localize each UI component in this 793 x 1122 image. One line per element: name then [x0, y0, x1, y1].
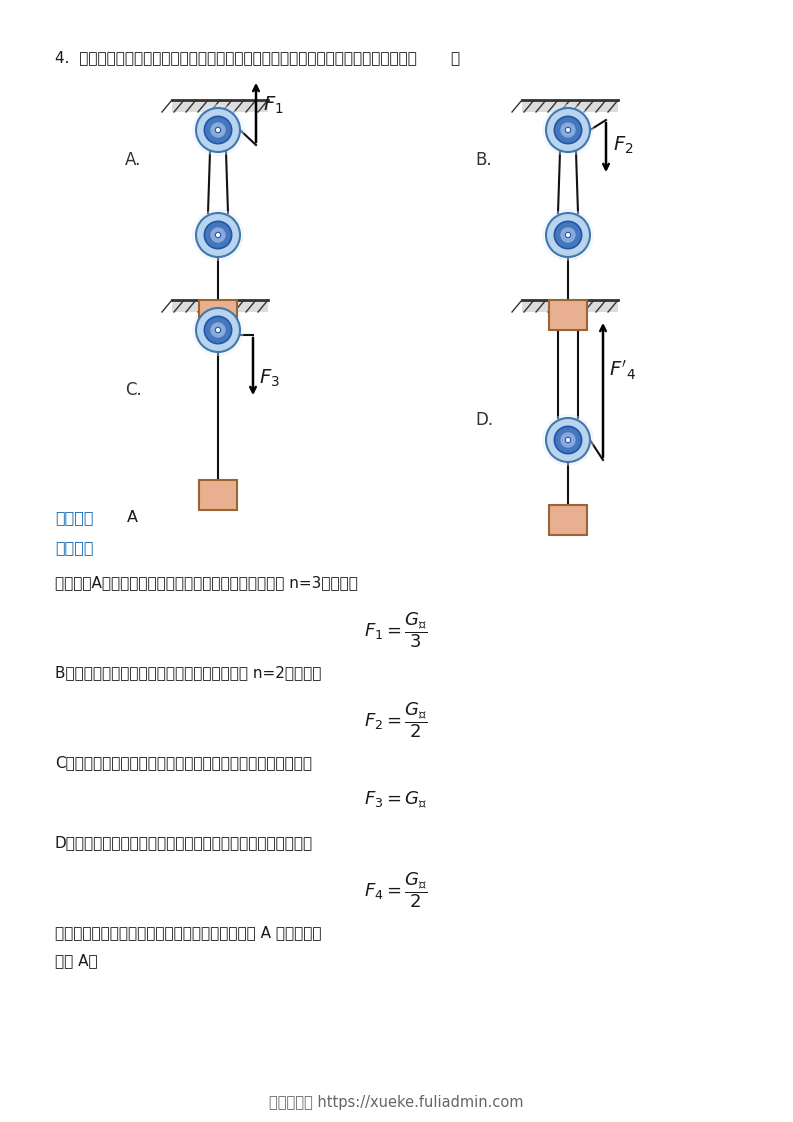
Bar: [199, 480, 237, 511]
Circle shape: [565, 438, 571, 443]
Circle shape: [192, 304, 244, 356]
Circle shape: [205, 117, 232, 144]
Text: D．动滑轮相当于省力杠杆，不计滑轮重、绳重和摩擦，则拉力: D．动滑轮相当于省力杠杆，不计滑轮重、绳重和摩擦，则拉力: [55, 835, 313, 850]
Text: $F_2$: $F_2$: [613, 135, 634, 156]
Circle shape: [210, 228, 226, 242]
Text: 综上，四种装置匀速提升同一重物，则最省力的是 A 中的装置。: 综上，四种装置匀速提升同一重物，则最省力的是 A 中的装置。: [55, 925, 321, 940]
Circle shape: [546, 108, 590, 151]
Circle shape: [205, 221, 232, 249]
Text: 4.  分别使用图中四种装置匀速提升同一重物，不计滑轮重、绳重和摩擦，最省力的是（       ）: 4. 分别使用图中四种装置匀速提升同一重物，不计滑轮重、绳重和摩擦，最省力的是（…: [55, 50, 460, 65]
Circle shape: [554, 117, 581, 144]
Bar: [549, 505, 587, 535]
Circle shape: [546, 213, 590, 257]
Circle shape: [565, 232, 571, 238]
Circle shape: [192, 209, 244, 261]
Circle shape: [216, 128, 220, 132]
Text: $F_2=\dfrac{G_{物}}{2}$: $F_2=\dfrac{G_{物}}{2}$: [364, 701, 428, 741]
Text: $F'_4$: $F'_4$: [609, 358, 636, 381]
Circle shape: [561, 122, 576, 138]
Circle shape: [561, 228, 576, 242]
Circle shape: [196, 309, 240, 352]
Text: B．不计滑轮重、绳重和摩擦，承重绳子的段数 n=2，则拉力: B．不计滑轮重、绳重和摩擦，承重绳子的段数 n=2，则拉力: [55, 665, 321, 680]
Text: C．定滑轮相当于等臂杠杆，不计滑轮重、绳重和摩擦，则拉力: C．定滑轮相当于等臂杠杆，不计滑轮重、绳重和摩擦，则拉力: [55, 755, 312, 770]
Bar: [522, 300, 618, 312]
Circle shape: [561, 432, 576, 448]
Text: C.: C.: [125, 381, 142, 399]
Text: $F_3=G_{物}$: $F_3=G_{物}$: [364, 789, 427, 810]
Circle shape: [546, 419, 590, 462]
Text: A: A: [127, 511, 138, 525]
Circle shape: [192, 104, 244, 156]
Text: 【解析】: 【解析】: [55, 540, 94, 555]
Circle shape: [210, 322, 226, 338]
Bar: [172, 100, 268, 112]
Bar: [172, 300, 268, 312]
Circle shape: [216, 328, 220, 332]
Text: D.: D.: [475, 411, 493, 429]
Text: $F_4=\dfrac{G_{物}}{2}$: $F_4=\dfrac{G_{物}}{2}$: [364, 871, 428, 910]
Circle shape: [542, 209, 594, 261]
Text: $F_1$: $F_1$: [263, 94, 284, 116]
Text: 【详解】A．不计滑轮重、绳重和摩擦，承重绳子的段数 n=3，则拉力: 【详解】A．不计滑轮重、绳重和摩擦，承重绳子的段数 n=3，则拉力: [55, 574, 358, 590]
Text: 故选 A。: 故选 A。: [55, 953, 98, 968]
Circle shape: [196, 213, 240, 257]
Bar: [522, 100, 618, 112]
Text: 学科资源库 https://xueke.fuliadmin.com: 学科资源库 https://xueke.fuliadmin.com: [269, 1095, 523, 1110]
Text: 【答案】: 【答案】: [55, 511, 94, 525]
Circle shape: [554, 221, 581, 249]
Circle shape: [216, 232, 220, 238]
Circle shape: [565, 128, 571, 132]
Circle shape: [210, 122, 226, 138]
Text: B.: B.: [475, 151, 492, 169]
Text: $F_1=\dfrac{G_{物}}{3}$: $F_1=\dfrac{G_{物}}{3}$: [364, 611, 428, 651]
Circle shape: [205, 316, 232, 343]
Circle shape: [196, 108, 240, 151]
Bar: [549, 300, 587, 330]
Bar: [199, 300, 237, 330]
Text: A.: A.: [125, 151, 141, 169]
Circle shape: [554, 426, 581, 453]
Circle shape: [542, 104, 594, 156]
Circle shape: [542, 414, 594, 466]
Text: $F_3$: $F_3$: [259, 367, 280, 388]
